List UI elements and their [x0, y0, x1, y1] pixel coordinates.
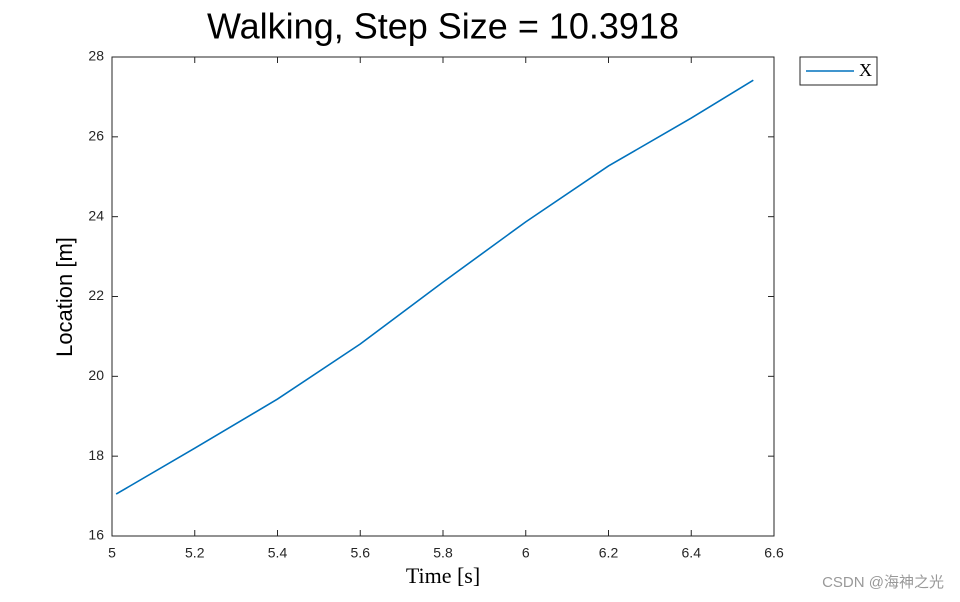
- x-tick-label: 6.6: [764, 545, 784, 561]
- x-tick-label: 5.6: [351, 545, 371, 561]
- y-tick-label: 20: [88, 367, 104, 383]
- y-tick-label: 26: [88, 128, 104, 144]
- plot-area: [111, 56, 775, 537]
- x-tick-label: 6: [522, 545, 530, 561]
- x-tick-label: 5: [108, 545, 116, 561]
- data-line: [115, 79, 754, 495]
- y-tick-label: 16: [88, 527, 104, 543]
- y-tick-label: 18: [88, 447, 104, 463]
- watermark: CSDN @海神之光: [822, 574, 944, 591]
- x-tick-label: 5.2: [185, 545, 205, 561]
- x-tick-label: 5.4: [268, 545, 288, 561]
- legend-label: X: [859, 60, 872, 80]
- chart-title: Walking, Step Size = 10.3918: [207, 6, 679, 47]
- x-tick-label: 5.8: [433, 545, 453, 561]
- y-tick-label: 28: [88, 48, 104, 64]
- x-axis-label: Time [s]: [406, 563, 480, 588]
- y-axis-label: Location [m]: [52, 237, 77, 357]
- y-tick-label: 24: [88, 207, 104, 223]
- x-tick-label: 6.2: [599, 545, 619, 561]
- x-tick-label: 6.4: [682, 545, 702, 561]
- y-tick-label: 22: [88, 287, 104, 303]
